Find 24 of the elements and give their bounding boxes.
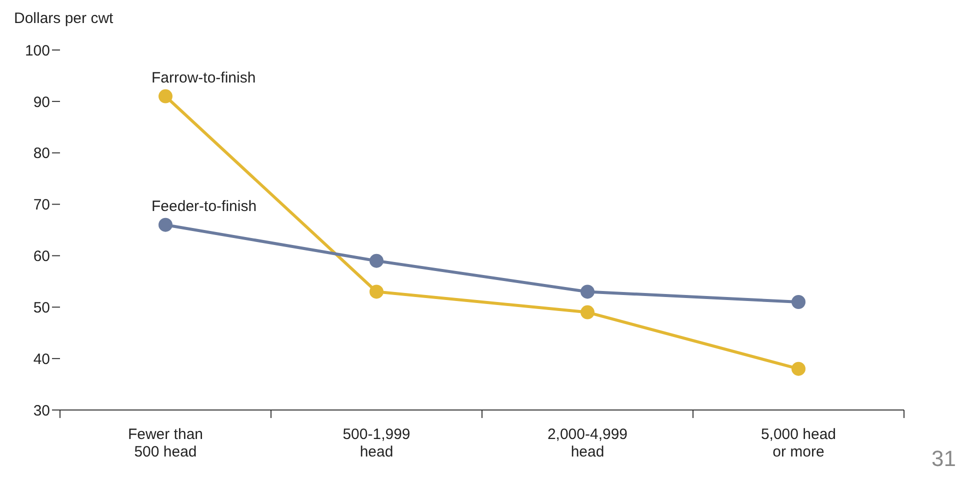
y-tick-label: 90 <box>33 94 50 111</box>
point <box>580 305 594 320</box>
point <box>792 295 806 309</box>
point <box>580 284 594 299</box>
point <box>370 254 384 268</box>
x-tick-label: 5,000 head or more <box>760 426 836 460</box>
point <box>792 362 806 376</box>
y-tick-label: 60 <box>33 248 50 266</box>
point <box>158 89 172 104</box>
y-tick-label: 30 <box>33 402 50 420</box>
y-tick-label: 100 <box>24 42 50 60</box>
x-tick-label: 2,000-4,999 head <box>547 426 628 460</box>
point <box>370 284 384 299</box>
text: 31 <box>932 446 956 472</box>
x-tick-label: 500-1,999 head <box>342 426 410 460</box>
series-label: Feeder-to-finish <box>152 198 257 215</box>
y-tick-label: 50 <box>33 299 50 316</box>
y-tick-label: 70 <box>33 196 50 214</box>
y-tick-label: 80 <box>33 145 50 162</box>
y-tick-label: 40 <box>33 350 50 368</box>
point <box>158 218 172 232</box>
series-label: Farrow-to-finish <box>152 69 256 86</box>
y-axis-title: Dollars per cwt <box>14 10 114 27</box>
x-tick-label: Fewer than 500 head <box>128 426 204 460</box>
